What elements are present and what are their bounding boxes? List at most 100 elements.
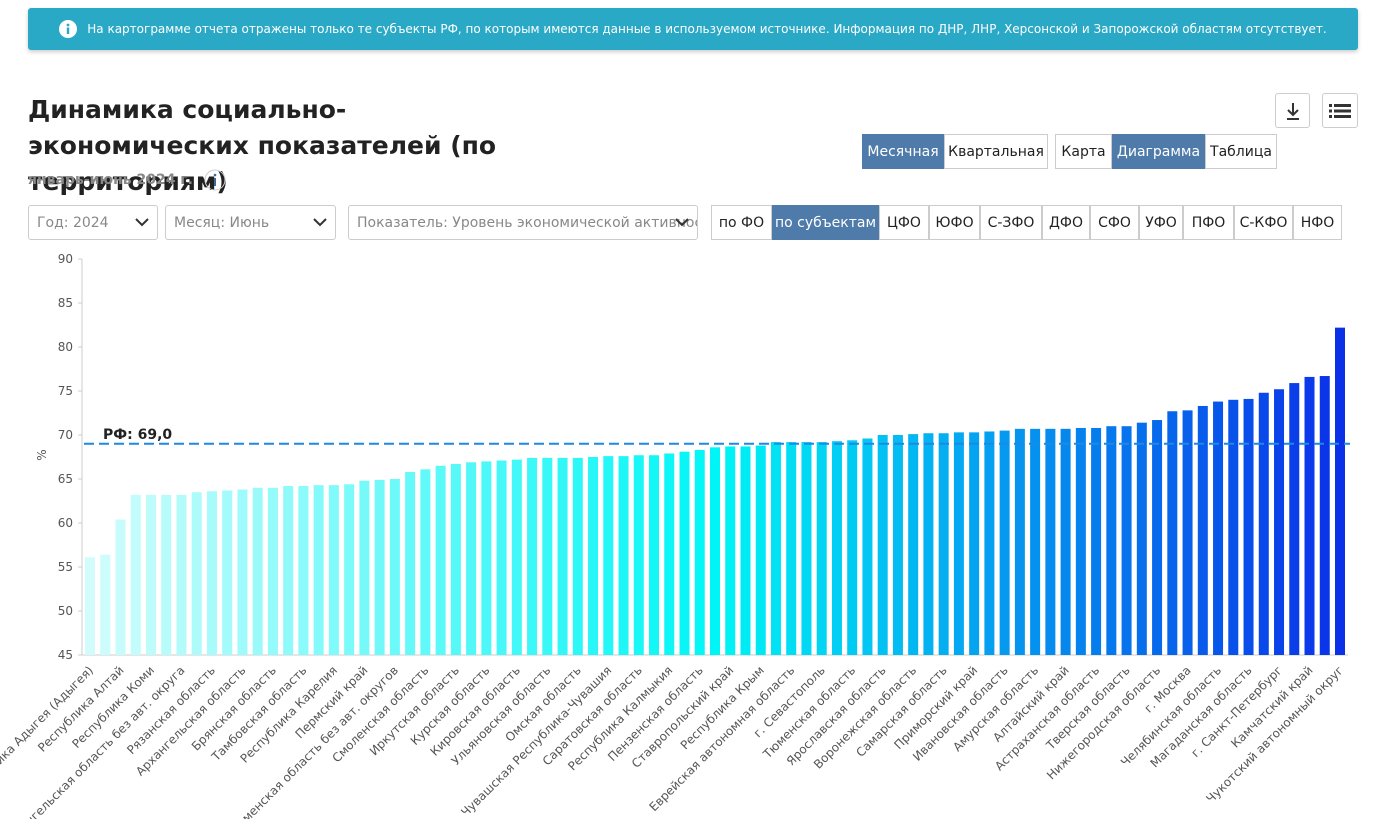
bar — [984, 431, 995, 655]
bar — [831, 441, 842, 655]
bar — [298, 486, 309, 655]
y-tick-label: 45 — [58, 648, 73, 662]
month-select[interactable]: Месяц: Июнь — [165, 205, 336, 240]
bar — [664, 453, 675, 655]
bar — [344, 484, 355, 655]
bar — [618, 456, 629, 655]
info-icon — [59, 20, 78, 38]
period-button[interactable]: Месячная — [862, 134, 944, 169]
bar — [161, 494, 172, 655]
bar — [1060, 428, 1071, 655]
bar — [862, 438, 873, 655]
bar — [740, 446, 751, 655]
year-select[interactable]: Год: 2024 — [28, 205, 158, 240]
bar — [801, 442, 812, 655]
bar — [938, 433, 949, 655]
bar — [1030, 428, 1041, 655]
bar — [1152, 420, 1163, 655]
tab[interactable]: ДФО — [1042, 205, 1090, 240]
tab[interactable]: СФО — [1090, 205, 1139, 240]
y-tick-label: 70 — [58, 428, 73, 442]
y-axis-label: % — [35, 449, 49, 460]
bar — [145, 494, 156, 655]
bar — [786, 442, 797, 655]
bar — [1014, 428, 1025, 655]
bar — [527, 457, 538, 655]
bar — [1319, 376, 1330, 655]
bar — [816, 442, 827, 655]
y-tick-label: 75 — [58, 384, 73, 398]
bar — [206, 491, 217, 655]
info-button[interactable] — [204, 169, 226, 191]
bar — [466, 462, 477, 655]
y-tick-label: 50 — [58, 604, 73, 618]
bar — [283, 486, 294, 655]
tab[interactable]: С-ЗФО — [980, 205, 1042, 240]
bar — [252, 487, 263, 655]
bar — [481, 461, 492, 655]
bar — [267, 487, 278, 655]
bar — [496, 460, 507, 655]
view-button[interactable]: Таблица — [1205, 134, 1277, 169]
bar — [892, 435, 903, 655]
bar — [1228, 399, 1239, 655]
bar — [1289, 383, 1300, 655]
bar — [313, 485, 324, 655]
bar — [130, 494, 141, 655]
tab[interactable]: УФО — [1139, 205, 1183, 240]
bar — [1167, 411, 1178, 655]
bar — [85, 557, 95, 655]
bar — [405, 471, 416, 655]
bar — [1106, 426, 1117, 655]
bar — [1091, 427, 1102, 655]
menu-button[interactable] — [1322, 93, 1358, 128]
tab[interactable]: по субъектам — [772, 205, 879, 240]
tab[interactable]: по ФО — [711, 205, 772, 240]
view-button[interactable]: Карта — [1055, 134, 1112, 169]
bar — [847, 440, 858, 655]
info-banner: На картограмме отчета отражены только те… — [28, 8, 1358, 50]
period-button[interactable]: Квартальная — [944, 134, 1048, 169]
bar — [222, 490, 233, 655]
bar — [115, 519, 126, 655]
reference-label: РФ: 69,0 — [103, 427, 172, 443]
bar — [1274, 389, 1285, 655]
bar — [359, 480, 370, 655]
download-button[interactable] — [1275, 93, 1310, 128]
bar — [1197, 405, 1208, 655]
view-button[interactable]: Диаграмма — [1112, 134, 1205, 169]
bar — [237, 489, 248, 655]
bar — [1182, 410, 1193, 655]
bar — [1335, 327, 1345, 655]
tab[interactable]: ЮФО — [929, 205, 980, 240]
select-text: Месяц: Июнь — [174, 214, 270, 231]
tab[interactable]: ПФО — [1183, 205, 1234, 240]
bar — [710, 447, 720, 655]
tabs: по ФО по субъектам ЦФО ЮФО С-ЗФО ДФО СФО УФО ПФО… — [711, 205, 1342, 240]
bar — [557, 457, 568, 655]
bar — [511, 459, 522, 655]
bar — [1243, 398, 1254, 655]
bar — [969, 432, 980, 655]
bar — [877, 435, 888, 655]
bar — [908, 434, 919, 655]
tab[interactable]: С-КФО — [1234, 205, 1293, 240]
bar — [389, 479, 400, 655]
tab[interactable]: ЦФО — [879, 205, 929, 240]
banner-text: На картограмме отчета отражены только те… — [87, 22, 1327, 36]
bar — [1045, 428, 1056, 655]
bar — [450, 464, 461, 655]
subtitle-text: январь-июнь 2024 г. — [28, 172, 193, 188]
bar — [374, 479, 385, 655]
indicator-select[interactable]: Показатель: Уровень экономической активн… — [348, 205, 698, 240]
bar — [191, 492, 202, 655]
bar — [633, 455, 644, 655]
bar — [328, 485, 339, 655]
y-tick-label: 65 — [58, 472, 73, 486]
tab[interactable]: НФО — [1293, 205, 1342, 240]
bar — [603, 456, 614, 655]
bar — [1213, 401, 1224, 655]
bar — [694, 449, 705, 655]
